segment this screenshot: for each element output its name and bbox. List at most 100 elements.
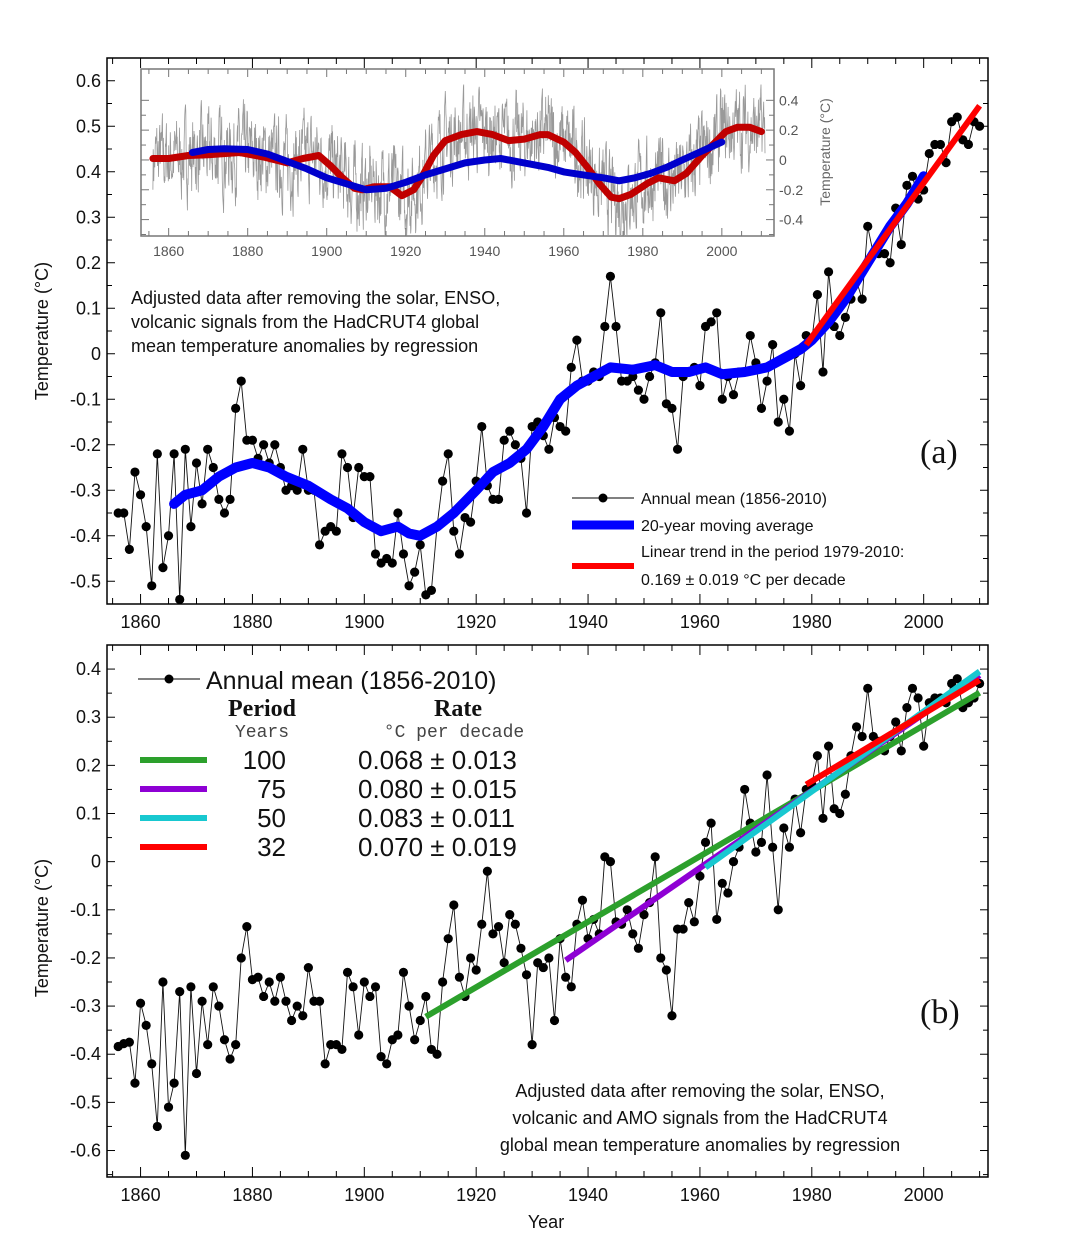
panel-a-ytick-label: -0.5 [70, 571, 101, 591]
panel-a-annual-mean-point [796, 381, 806, 391]
panel-b-annual-mean-point [919, 741, 929, 751]
panel-b-annual-mean-point [158, 977, 168, 987]
legend-annual-mean-marker [598, 493, 608, 503]
panel-a-annual-mean-point [600, 321, 610, 332]
panel-a-xtick-label: 1860 [121, 612, 161, 632]
panel-a-annual-mean-point [885, 258, 895, 268]
inset-xtick-label: 1940 [469, 243, 500, 259]
panel-a-legend: Annual mean (1856-2010) 20-year moving a… [572, 491, 904, 589]
panel-b-annual-mean-point [650, 852, 660, 862]
panel-b-ytick-label: -0.3 [70, 996, 101, 1016]
panel-b-annual-mean-point [544, 953, 554, 963]
panel-a-linear-trend-line [803, 104, 983, 347]
panel-b-annual-mean-point [337, 1044, 347, 1055]
panel-b-annual-mean-point [667, 1011, 677, 1021]
panel-a-annual-mean-point [672, 444, 683, 454]
panel-a-annual-mean-point [924, 148, 934, 159]
panel-b-annual-mean-point [286, 1015, 297, 1026]
legend-b-rate-75: 0.080 ± 0.015 [358, 774, 517, 804]
panel-a-annual-mean-point [963, 139, 974, 150]
panel-b-annual-mean-point [415, 1015, 425, 1026]
panel-a-annual-mean-point [941, 158, 951, 168]
panel-b-annual-mean-point [449, 900, 459, 910]
inset-ytick-label: 0 [779, 152, 787, 168]
panel-b-xtick-label: 1900 [344, 1185, 384, 1205]
panel-b-annual-mean-point [656, 953, 666, 963]
panel-b-ytick-label: -0.1 [70, 900, 101, 920]
panel-a-annual-mean-point [907, 171, 918, 181]
panel-a-y-axis-title: Temperature (°C) [32, 262, 52, 400]
panel-a-annual-mean-point [712, 308, 722, 318]
panel-b-annual-mean-point [689, 917, 699, 927]
panel-a-annual-mean-point [706, 317, 716, 327]
panel-b-annual-mean-point [281, 996, 291, 1006]
panel-a-annual-mean-point [779, 394, 789, 404]
panel-a-annual-mean-point [147, 581, 157, 591]
panel-a-annual-mean-point [225, 494, 235, 504]
panel-b-annual-mean-point [147, 1059, 157, 1069]
panel-b-ytick-label: -0.4 [70, 1044, 101, 1064]
panel-b-annual-mean-point [432, 1049, 442, 1059]
panel-a-annual-mean-point [857, 294, 867, 304]
panel-b-annual-mean-point [191, 1068, 202, 1079]
inset-y-axis-title: Temperature (°C) [817, 98, 833, 206]
panel-b-annual-mean-point [438, 977, 448, 987]
panel-b-trend-50yr-line [703, 669, 982, 870]
panel-a-annual-mean-point [728, 390, 739, 400]
panel-b-annual-mean-point [891, 717, 901, 727]
panel-b-annual-mean-point [902, 702, 912, 713]
panel-b-annotation-line-2: volcanic and AMO signals from the HadCRU… [512, 1108, 887, 1128]
panel-b-annual-mean-point [421, 991, 431, 1002]
panel-b-annual-mean-point [370, 982, 381, 992]
panel-b-annotation-line-1: Adjusted data after removing the solar, … [515, 1081, 884, 1101]
panel-a-xtick-label: 1940 [568, 612, 608, 632]
inset-xtick-label: 1880 [232, 243, 263, 259]
panel-a-annual-mean-point [415, 540, 425, 550]
panel-a-annual-mean-point [667, 403, 677, 413]
panel-b-annual-mean-point [398, 967, 409, 977]
panel-a-xtick-label: 2000 [904, 612, 944, 632]
panel-b-annual-mean-point [488, 929, 498, 939]
panel-a-ytick-label: 0.2 [76, 253, 101, 273]
panel-b-annual-mean-point [717, 878, 727, 888]
inset-xtick-label: 1920 [390, 243, 421, 259]
panel-a-annual-mean-point [605, 271, 616, 281]
inset-ytick-label: 0.4 [779, 92, 799, 108]
panel-b-annual-mean-point [354, 1030, 364, 1040]
panel-b-ytick-label: 0.1 [76, 804, 101, 824]
panel-b-annual-mean-point [740, 784, 750, 795]
inset-ytick-label: 0.2 [779, 122, 799, 138]
panel-a-annual-mean-point [214, 494, 224, 504]
inset-x-axis: 1860 1880 1900 1920 1940 1960 1980 2000 [148, 69, 762, 259]
panel-a-ytick-label: 0.4 [76, 162, 101, 182]
panel-b-trend-100yr-line [424, 690, 982, 1020]
panel-a-annual-mean-point [298, 444, 308, 454]
legend-b-rate-unit: °C per decade [384, 723, 524, 743]
panel-b-annual-mean-point [410, 1035, 420, 1045]
panel-b-annual-mean-point [242, 922, 252, 932]
panel-a-annual-mean-point [292, 485, 302, 495]
panel-b-annual-mean-point [779, 823, 789, 833]
panel-a-annual-mean-point [370, 549, 381, 559]
panel-b-annual-mean-point [952, 674, 962, 684]
panel-a-annual-mean-point [175, 594, 185, 605]
panel-b-annual-mean-point [197, 996, 207, 1006]
panel-b-annual-mean-point [169, 1078, 179, 1088]
panel-b-annual-mean-point [773, 905, 783, 915]
panel-b-annual-mean-point [465, 953, 476, 963]
panel-b-annual-mean-point [482, 866, 492, 876]
panel-a-annual-mean-point [410, 567, 420, 577]
panel-a-annual-mean-point [561, 426, 571, 436]
panel-b-annual-mean-point [253, 972, 263, 982]
legend-b-period-unit: Years [235, 723, 289, 743]
panel-b-annual-mean-point [712, 914, 722, 925]
panel-b-annual-mean-point [404, 1001, 414, 1011]
panel-a-annual-mean-point [477, 421, 487, 432]
panel-a-annual-mean-point [135, 490, 146, 500]
panel-b-y-axis-title: Temperature (°C) [32, 859, 52, 997]
panel-a-annual-mean-point [544, 444, 554, 454]
panel-b-annual-mean-point [180, 1150, 190, 1160]
panel-a-annual-mean-point [499, 435, 509, 445]
panel-a-annual-mean-point [784, 426, 795, 436]
